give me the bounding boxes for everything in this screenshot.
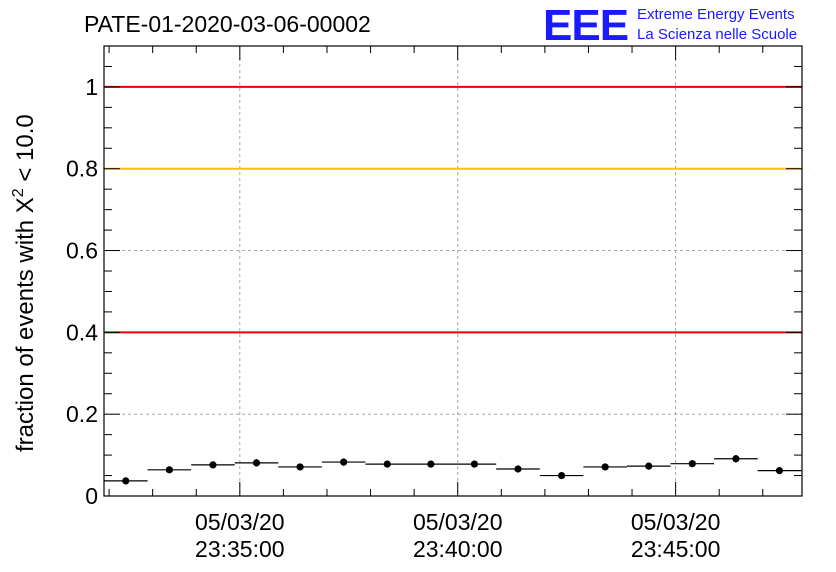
x-tick-date-label: 05/03/20 xyxy=(195,509,285,535)
data-point xyxy=(452,460,497,468)
data-point-marker xyxy=(470,460,479,468)
data-point-marker xyxy=(340,458,348,466)
y-tick-label: 0.4 xyxy=(66,319,98,345)
data-point xyxy=(757,467,802,475)
data-point xyxy=(670,460,715,468)
data-point xyxy=(496,465,540,473)
data-point-marker xyxy=(122,477,130,485)
y-tick-label: 0 xyxy=(85,483,98,509)
x-tick-time-label: 23:45:00 xyxy=(631,536,721,562)
x-tick-date-label: 05/03/20 xyxy=(413,509,503,535)
data-point-marker xyxy=(688,460,696,468)
data-point xyxy=(583,463,627,471)
data-point xyxy=(409,460,453,468)
x-tick-time-label: 23:35:00 xyxy=(195,536,285,562)
data-point xyxy=(147,466,192,474)
chart-title: PATE-01-2020-03-06-00002 xyxy=(84,11,371,37)
data-point-marker xyxy=(514,465,522,473)
data-point xyxy=(626,462,671,470)
eee-logo-line-2: La Scienza nelle Scuole xyxy=(637,26,797,43)
data-point xyxy=(714,455,758,463)
y-tick-label: 0.8 xyxy=(66,156,98,182)
y-tick-label: 1 xyxy=(85,74,98,100)
data-points xyxy=(104,455,802,485)
data-point-marker xyxy=(557,471,566,480)
axis-ticks xyxy=(104,46,802,497)
x-tick-time-label: 23:40:00 xyxy=(413,536,503,562)
data-point-marker xyxy=(732,455,740,463)
data-point xyxy=(278,463,322,471)
reference-lines xyxy=(104,85,802,334)
y-tick-label: 0.6 xyxy=(66,238,98,264)
data-point-marker xyxy=(383,460,391,468)
data-point-marker xyxy=(645,462,653,470)
data-point xyxy=(191,461,235,469)
data-point xyxy=(539,471,584,480)
data-point xyxy=(365,460,410,468)
data-point xyxy=(104,477,148,485)
data-point xyxy=(321,458,366,466)
eee-logo-line-1: Extreme Energy Events xyxy=(637,6,795,23)
data-point-marker xyxy=(252,459,261,467)
y-axis-label: fraction of events with X2 < 10.0 xyxy=(10,114,39,452)
data-point-marker xyxy=(296,463,304,471)
data-point-marker xyxy=(775,467,784,475)
eee-logo-letters: EEE xyxy=(543,1,628,50)
data-point-marker xyxy=(209,461,217,469)
data-point-marker xyxy=(165,466,173,474)
data-point-marker xyxy=(427,460,435,468)
data-point xyxy=(234,459,279,467)
y-tick-label: 0.2 xyxy=(66,401,98,427)
tick-labels: 00.20.40.60.8105/03/2023:35:0005/03/2023… xyxy=(66,74,720,562)
data-point-marker xyxy=(601,463,609,471)
eee-logo: EEE Extreme Energy Events La Scienza nel… xyxy=(543,1,797,50)
x-tick-date-label: 05/03/20 xyxy=(631,509,721,535)
